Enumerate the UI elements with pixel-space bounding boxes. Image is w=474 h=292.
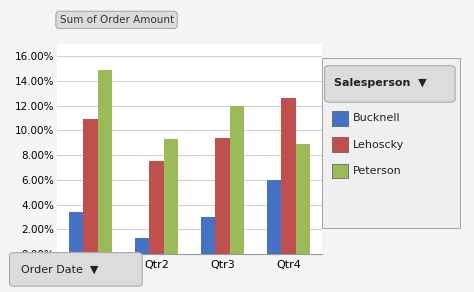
Text: Salesperson  ▼: Salesperson ▼	[334, 78, 427, 88]
Text: Sum of Order Amount: Sum of Order Amount	[60, 15, 173, 25]
Bar	[149, 161, 164, 254]
Bar	[201, 217, 215, 254]
Bar	[135, 238, 149, 254]
Bar	[296, 144, 310, 254]
Bar	[164, 139, 178, 254]
Bar	[230, 106, 244, 254]
Text: Peterson: Peterson	[353, 166, 402, 176]
Text: Bucknell: Bucknell	[353, 113, 401, 123]
Bar	[215, 138, 230, 254]
Bar	[83, 119, 98, 254]
Text: Order Date  ▼: Order Date ▼	[21, 265, 99, 275]
Bar	[267, 180, 281, 254]
Bar	[69, 212, 83, 254]
Bar	[98, 70, 112, 254]
Text: Lehoscky: Lehoscky	[353, 140, 404, 150]
Bar	[281, 98, 296, 254]
